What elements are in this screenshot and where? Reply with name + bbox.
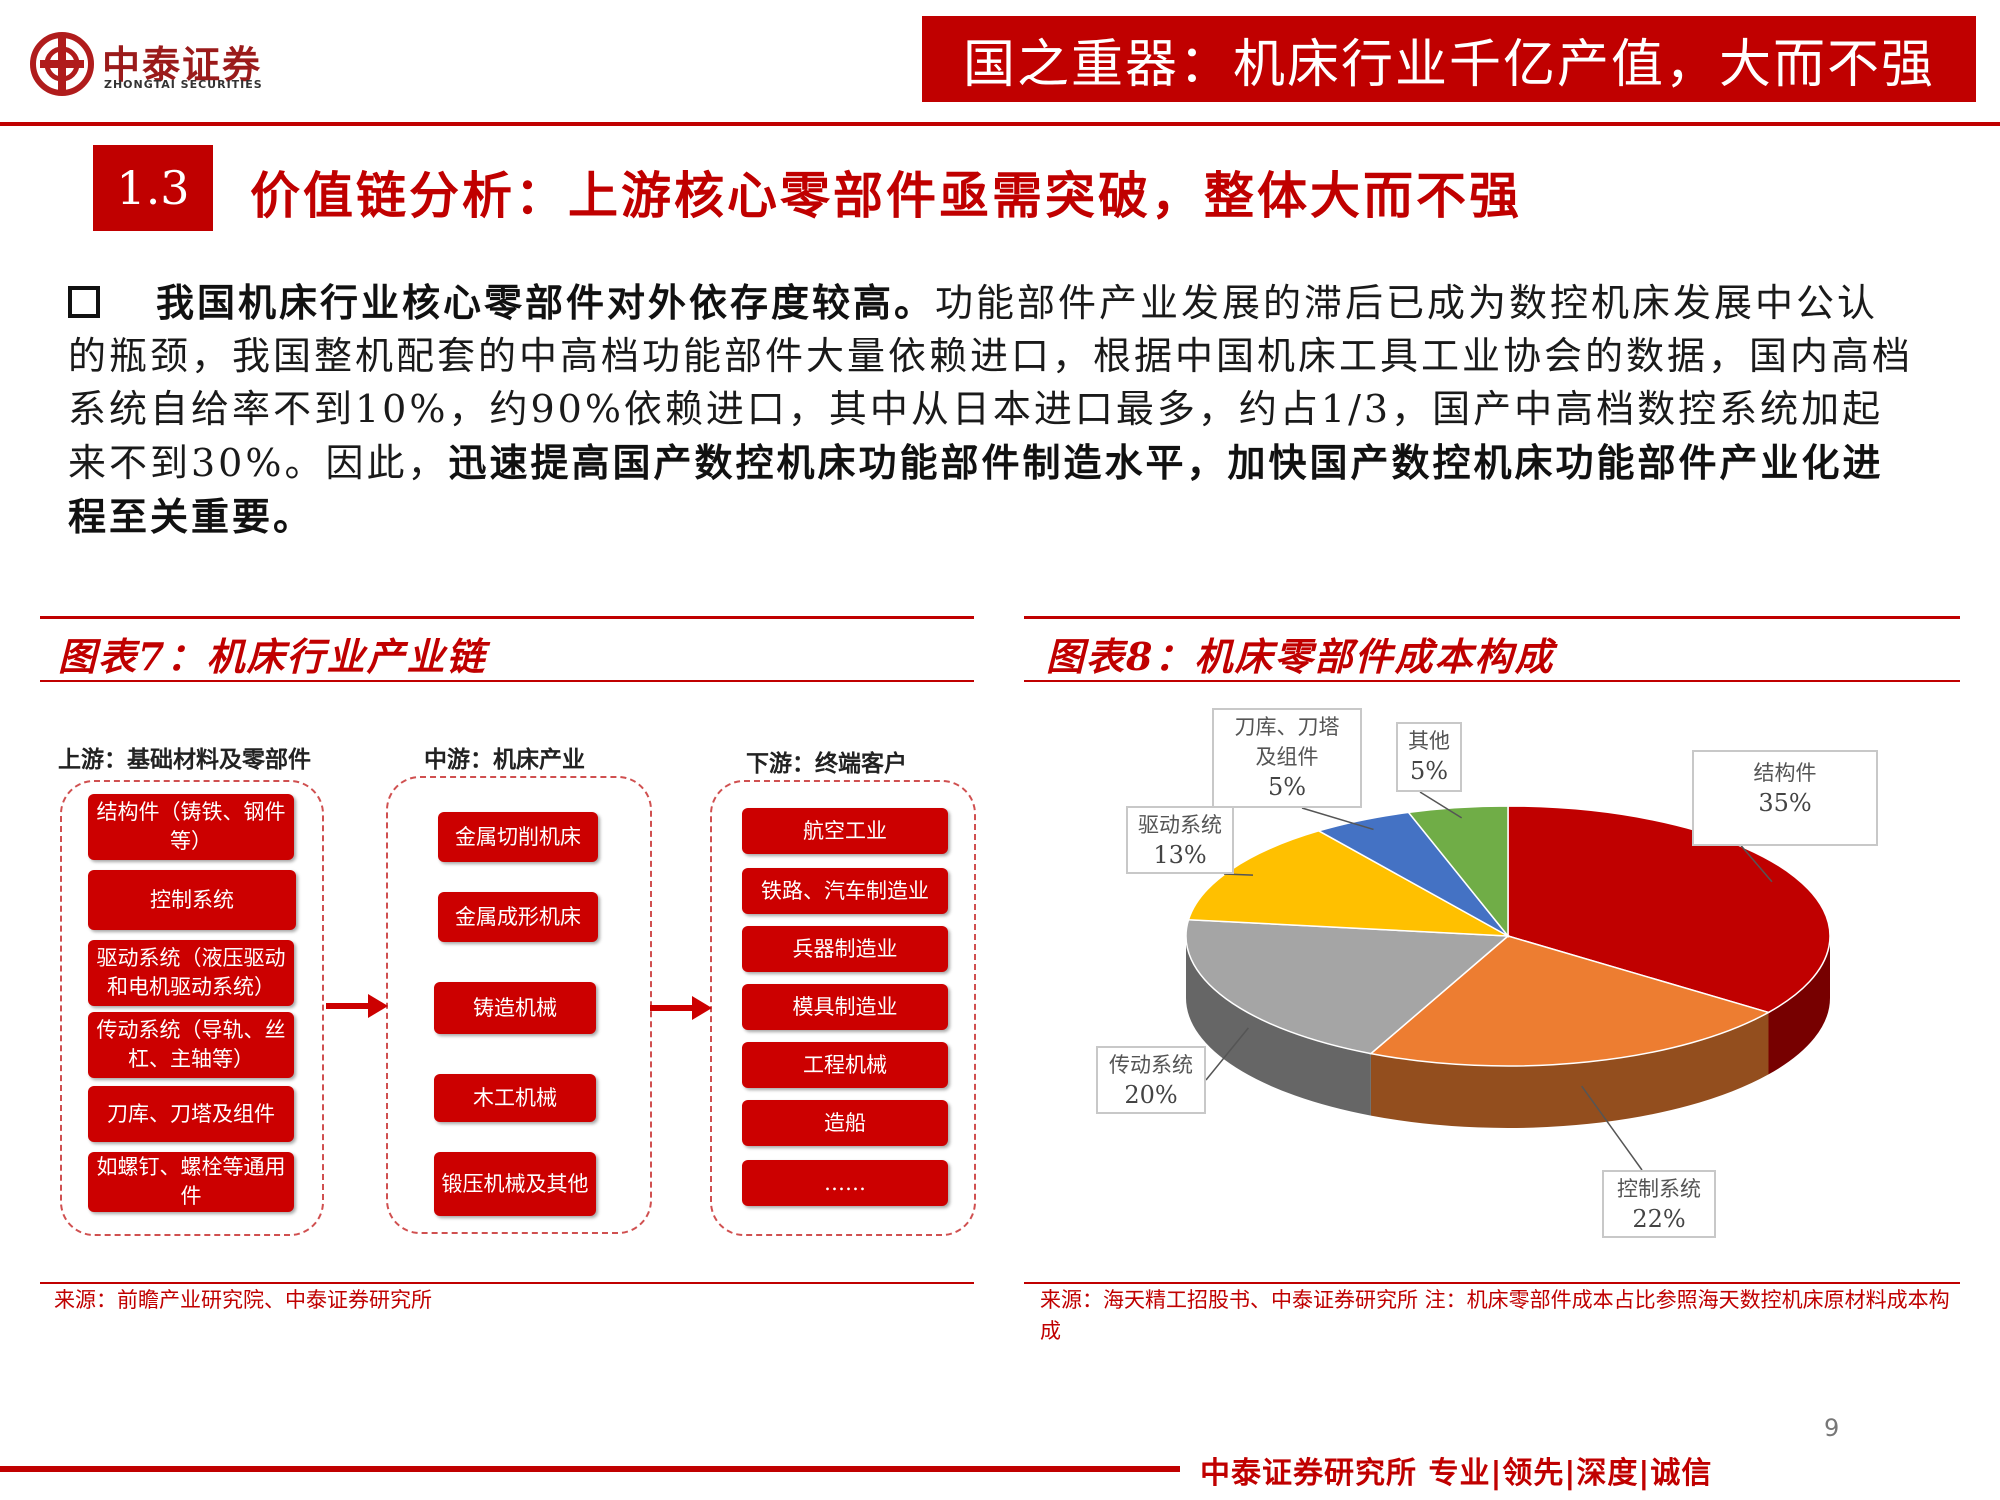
company-logo-subtext: ZHONGTAI SECURITIES xyxy=(104,78,263,91)
footer-rule xyxy=(0,1466,1180,1472)
pie-label-name: 驱动系统 xyxy=(1138,813,1222,837)
pie-label-控制系统: 控制系统 22% xyxy=(1602,1170,1716,1238)
pie-label-其他: 其他 5% xyxy=(1396,722,1462,792)
midstream-node: 木工机械 xyxy=(434,1074,596,1122)
figure7-source-rule xyxy=(40,1282,974,1284)
arrow-right-icon xyxy=(326,994,388,1018)
upstream-node: 如螺钉、螺栓等通用件 xyxy=(88,1152,294,1212)
midstream-node: 金属成形机床 xyxy=(438,892,598,942)
pie-label-name: 其他 xyxy=(1408,729,1450,753)
midstream-node: 铸造机械 xyxy=(434,982,596,1034)
paragraph-lead: 我国机床行业核心零部件对外依存度较高。 xyxy=(156,280,936,325)
section-title: 价值链分析：上游核心零部件亟需突破，整体大而不强 xyxy=(250,166,1522,225)
company-logo-icon xyxy=(30,32,94,96)
pie-label-驱动系统: 驱动系统 13% xyxy=(1126,806,1234,874)
midstream-heading: 中游：机床产业 xyxy=(424,746,585,773)
upstream-heading: 上游：基础材料及零部件 xyxy=(58,746,311,773)
body-paragraph: 我国机床行业核心零部件对外依存度较高。功能部件产业发展的滞后已成为数控机床发展中… xyxy=(68,276,1913,544)
header-divider xyxy=(0,122,2000,126)
pie-label-name: 传动系统 xyxy=(1109,1053,1193,1077)
downstream-node: 模具制造业 xyxy=(742,984,948,1030)
paragraph-body: 功能部件产业发展的滞后已成为数控机床发展中公认的瓶颈，我国整机配套的中高档功能部… xyxy=(68,281,1914,485)
figure7-top-rule xyxy=(40,616,974,619)
upstream-node: 刀库、刀塔及组件 xyxy=(88,1086,294,1142)
pie-label-结构件: 结构件 35% xyxy=(1692,750,1878,846)
section-number: 1.3 xyxy=(93,145,213,231)
figure8-top-rule xyxy=(1024,616,1960,619)
pie-label-刀库刀塔及组件: 刀库、刀塔及组件 5% xyxy=(1212,708,1362,808)
downstream-node: 航空工业 xyxy=(742,808,948,854)
pie-leader-line xyxy=(1223,873,1254,876)
pie-label-name: 控制系统 xyxy=(1617,1177,1701,1201)
pie-leader-line xyxy=(1301,807,1374,831)
pie-slice-结构件 xyxy=(1507,805,1831,1014)
figure7-title: 图表7：机床行业产业链 xyxy=(58,634,487,679)
upstream-node: 控制系统 xyxy=(88,870,296,930)
pie-slice-side xyxy=(1186,936,1371,1116)
upstream-node: 结构件（铸铁、钢件等） xyxy=(88,794,294,860)
pie-leader-line xyxy=(1419,791,1463,819)
pie-label-value: 22% xyxy=(1632,1205,1686,1233)
figure7-title-rule xyxy=(40,680,974,682)
downstream-node: 工程机械 xyxy=(742,1042,948,1088)
company-logo-text: 中泰证券 xyxy=(102,43,263,87)
pie-label-传动系统: 传动系统 20% xyxy=(1096,1046,1206,1114)
pie-leader-line xyxy=(1581,1085,1643,1171)
downstream-node: …… xyxy=(742,1160,948,1206)
pie-slice-side xyxy=(1768,936,1830,1075)
pie-slice-传动系统 xyxy=(1185,918,1510,1055)
upstream-group xyxy=(60,780,324,1236)
pie-label-value: 5% xyxy=(1409,757,1449,785)
midstream-node: 金属切削机床 xyxy=(438,812,598,862)
paragraph-conclusion: 迅速提高国产数控机床功能部件制造水平，加快国产数控机床功能部件产业化进程至关重要… xyxy=(68,440,1884,539)
arrow-right-icon xyxy=(650,996,712,1020)
figure8-title: 图表8：机床零部件成本构成 xyxy=(1046,634,1555,679)
pie-label-name: 结构件 xyxy=(1753,761,1817,785)
downstream-node: 铁路、汽车制造业 xyxy=(742,868,948,914)
figure7-source: 来源：前瞻产业研究院、中泰证券研究所 xyxy=(54,1288,432,1312)
downstream-heading: 下游：终端客户 xyxy=(746,750,907,777)
page-number: 9 xyxy=(1824,1414,1840,1442)
figure8-source-rule xyxy=(1024,1282,1960,1284)
footer-slogan: 中泰证券研究所 专业|领先|深度|诚信 xyxy=(1200,1456,1713,1491)
downstream-node: 兵器制造业 xyxy=(742,926,948,972)
midstream-node: 锻压机械及其他 xyxy=(434,1152,596,1216)
figure8-title-rule xyxy=(1024,680,1960,682)
pie-slice-side xyxy=(1370,1012,1769,1128)
figure8-source: 来源：海天精工招股书、中泰证券研究所 注：机床零部件成本占比参照海天数控机床原材… xyxy=(1040,1288,1950,1343)
pie-label-value: 20% xyxy=(1124,1081,1178,1109)
pie-leader-line xyxy=(1205,1027,1249,1081)
pie-label-value: 35% xyxy=(1758,789,1812,817)
pie-label-value: 5% xyxy=(1267,773,1307,801)
pie-label-value: 13% xyxy=(1153,841,1207,869)
pie-slice-其他 xyxy=(1407,805,1509,939)
pie-label-name: 刀库、刀塔及组件 xyxy=(1234,715,1340,769)
downstream-node: 造船 xyxy=(742,1100,948,1146)
upstream-node: 驱动系统（液压驱动和电机驱动系统） xyxy=(88,940,294,1006)
checkbox-bullet-icon xyxy=(68,286,100,318)
upstream-node: 传动系统（导轨、丝杠、主轴等） xyxy=(88,1012,294,1078)
header-banner: 国之重器：机床行业千亿产值，大而不强 xyxy=(922,16,1976,102)
